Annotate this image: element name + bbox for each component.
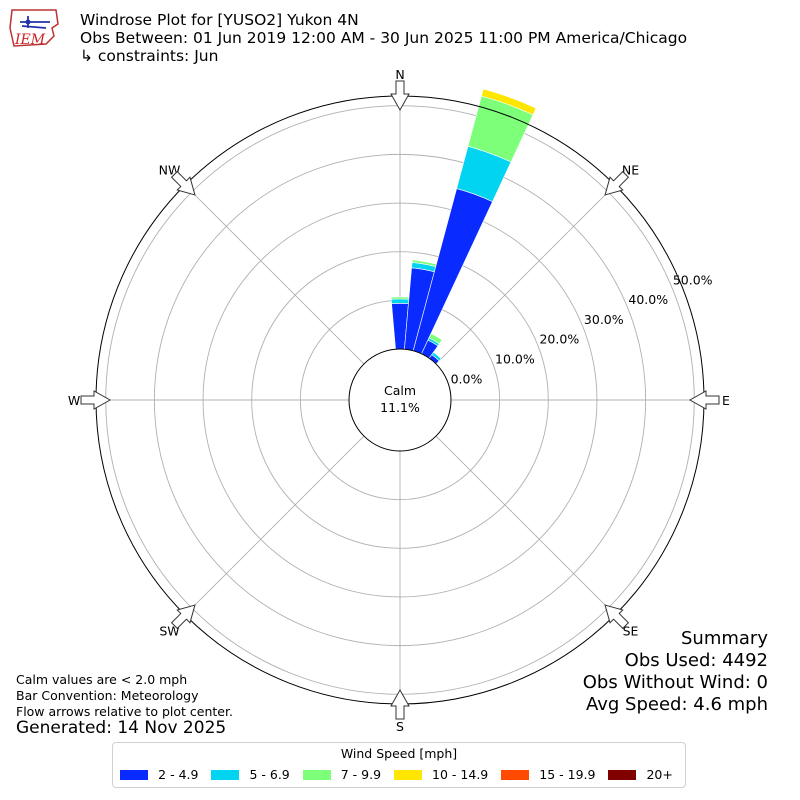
legend-label: 10 - 14.9: [432, 767, 489, 782]
flow-arrow-icon: [390, 688, 410, 720]
legend-item: 20+: [608, 767, 673, 782]
legend-swatch: [120, 769, 149, 780]
direction-label: E: [722, 393, 730, 408]
legend-item: 10 - 14.9: [394, 767, 488, 782]
legend-label: 2 - 4.9: [158, 767, 199, 782]
grid-spoke: [435, 435, 616, 616]
legend-item: 15 - 19.9: [501, 767, 595, 782]
calm-circle: [348, 348, 452, 452]
radial-tick-label: 50.0%: [673, 272, 713, 287]
direction-label: S: [396, 719, 404, 734]
chart-subtitle: Obs Between: 01 Jun 2019 12:00 AM - 30 J…: [80, 29, 688, 47]
windrose-bar-segment: [481, 88, 537, 116]
legend-swatch: [501, 769, 530, 780]
flow-arrow-icon: [604, 604, 630, 630]
legend-title: Wind Speed [mph]: [340, 746, 458, 761]
direction-label: SW: [159, 624, 179, 639]
radial-tick-label: 0.0%: [451, 371, 483, 386]
legend-item: 5 - 6.9: [211, 767, 290, 782]
flow-arrow-icon: [170, 604, 196, 630]
legend-swatch: [302, 769, 331, 780]
generated-date: Generated: 14 Nov 2025: [16, 718, 227, 738]
bar-convention-note: Bar Convention: Meteorology: [16, 688, 199, 703]
windrose-bar-segment: [431, 351, 442, 362]
windrose-bar-segment: [428, 333, 443, 345]
legend: Wind Speed [mph] 2 - 4.9 5 - 6.9 7 - 9.9…: [112, 742, 686, 788]
calm-note: Calm values are < 2.0 mph: [16, 672, 188, 687]
grid-spoke: [184, 184, 365, 365]
grid-spoke: [184, 435, 365, 616]
legend-label: 5 - 6.9: [249, 767, 290, 782]
legend-label: 20+: [646, 767, 673, 782]
legend-label: 7 - 9.9: [340, 767, 382, 782]
flow-arrow-icon: [170, 170, 196, 196]
calm-value: 11.1%: [380, 400, 420, 415]
iem-logo: IEM: [9, 9, 59, 48]
legend-swatch: [394, 769, 423, 780]
grid-spoke: [435, 184, 616, 365]
flow-arrow-icon: [390, 80, 410, 112]
obs-used: Obs Used: 4492: [624, 650, 768, 671]
direction-label: SE: [623, 624, 639, 639]
legend-items: 2 - 4.9 5 - 6.9 7 - 9.9 10 - 14.9 15 - 1…: [113, 767, 685, 782]
chart-title: Windrose Plot for [YUSO2] Yukon 4N: [80, 11, 359, 29]
flow-arrow-icon: [688, 390, 720, 410]
radial-tick-label: 40.0%: [628, 292, 668, 307]
direction-label: N: [395, 67, 404, 82]
direction-label: W: [68, 393, 80, 408]
flow-arrows-note: Flow arrows relative to plot center.: [16, 704, 233, 719]
flow-arrow-icon: [80, 390, 112, 410]
radial-tick-label: 30.0%: [584, 312, 624, 327]
flow-arrow-icon: [604, 170, 630, 196]
legend-item: 7 - 9.9: [302, 767, 382, 782]
summary-panel: Summary Obs Used: 4492 Obs Without Wind:…: [583, 628, 768, 716]
legend-swatch: [211, 769, 240, 780]
plot-notes: Calm values are < 2.0 mph Bar Convention…: [16, 672, 233, 720]
direction-label: NE: [622, 162, 639, 177]
windrose-bar-segment: [390, 298, 410, 304]
logo-text: IEM: [14, 32, 46, 48]
summary-title: Summary: [681, 628, 768, 649]
radial-tick-label: 20.0%: [539, 332, 579, 347]
constraints-text: ↳ constraints: Jun: [80, 47, 219, 65]
legend-item: 2 - 4.9: [120, 767, 198, 782]
windrose-bar-segment: [390, 296, 410, 300]
calm-label: Calm: [384, 383, 416, 398]
avg-speed: Avg Speed: 4.6 mph: [586, 694, 768, 715]
legend-swatch: [608, 769, 637, 780]
obs-without-wind: Obs Without Wind: 0: [582, 672, 768, 693]
legend-label: 15 - 19.9: [539, 767, 596, 782]
radial-tick-label: 10.0%: [495, 351, 535, 366]
